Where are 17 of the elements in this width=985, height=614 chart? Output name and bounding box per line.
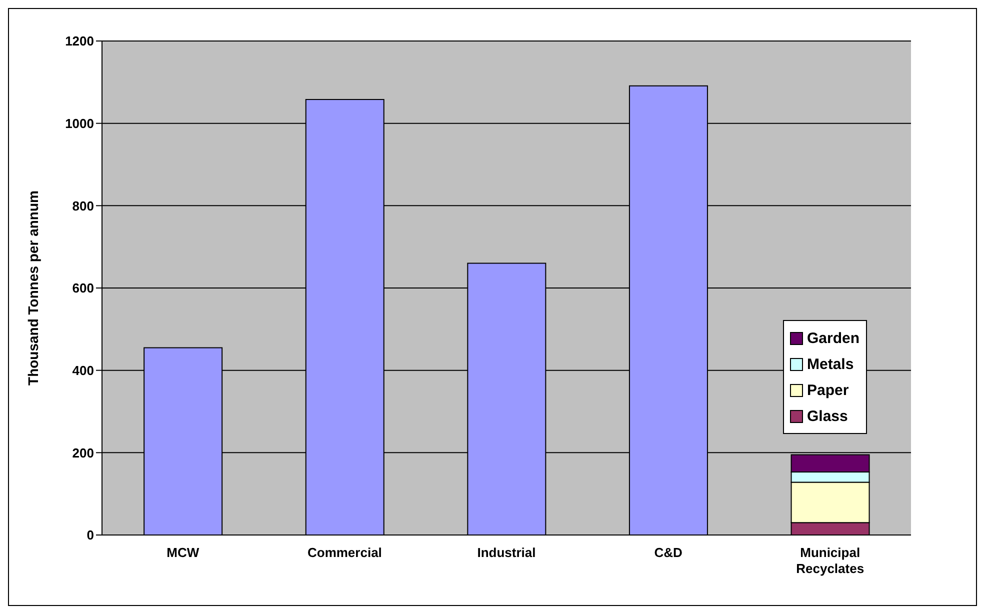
x-tick-label: C&D	[654, 545, 682, 560]
x-tick-label: Municipal Recyclates	[796, 545, 864, 576]
y-tick-label: 800	[72, 198, 94, 214]
legend-label: Garden	[807, 330, 860, 346]
x-tick-label: Industrial	[477, 545, 536, 560]
legend-label: Metals	[807, 356, 854, 372]
y-tick-label: 200	[72, 445, 94, 460]
y-tick-label: 400	[72, 362, 94, 378]
x-tick-label: MCW	[166, 545, 200, 560]
y-axis-title: Thousand Tonnes per annum	[24, 190, 41, 386]
y-tick-label: 1000	[65, 116, 94, 131]
legend-label: Glass	[807, 408, 848, 424]
legend-label: Paper	[807, 382, 849, 398]
y-tick-label: 1200	[65, 34, 94, 49]
y-tick-label: 0	[86, 528, 94, 543]
y-tick-label: 600	[72, 280, 94, 296]
x-tick-label: Commercial	[307, 545, 382, 560]
